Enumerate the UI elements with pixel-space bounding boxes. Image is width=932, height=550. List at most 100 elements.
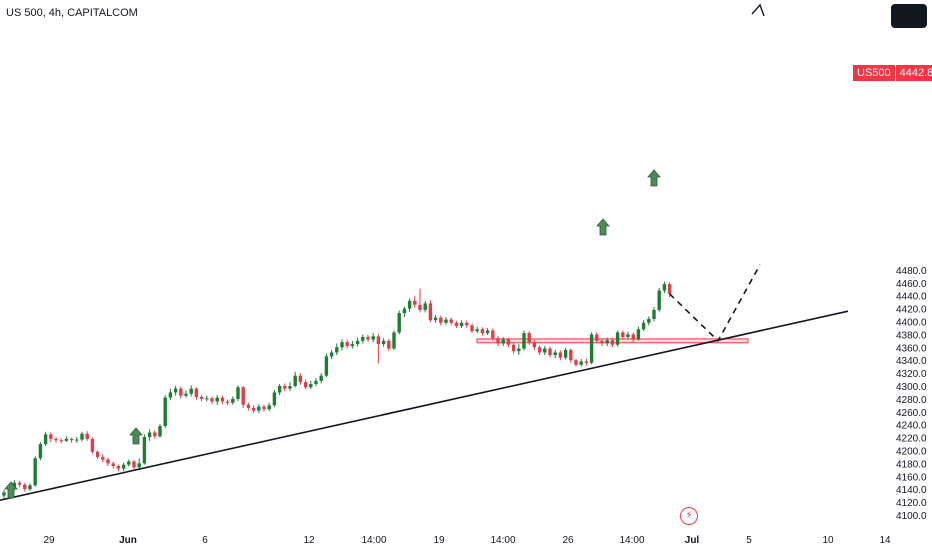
candle: [589, 332, 594, 365]
candle: [293, 371, 297, 388]
candle-body: [54, 438, 58, 441]
candle: [397, 310, 401, 335]
candle: [158, 424, 162, 438]
up-arrow-icon: [129, 427, 143, 445]
candle: [376, 334, 381, 364]
candle: [449, 317, 453, 326]
candle: [106, 457, 110, 466]
candle-body: [17, 482, 22, 485]
candle: [621, 330, 625, 340]
candle-body: [532, 342, 537, 348]
candle: [610, 338, 615, 348]
candle-body: [340, 342, 344, 348]
x-tick-label: 14:00: [490, 535, 515, 546]
candle-body: [418, 304, 422, 310]
candle-body: [277, 386, 282, 393]
candle-body: [621, 332, 625, 337]
x-tick-label: 14: [879, 535, 891, 546]
price-tag-value: 4442.8: [894, 65, 932, 81]
candle: [491, 328, 495, 341]
candle: [168, 388, 173, 401]
candle: [64, 436, 69, 443]
candle-body: [522, 333, 526, 349]
candle: [147, 429, 152, 441]
candle: [366, 335, 370, 343]
up-arrow-icon: [4, 481, 18, 499]
candle-body: [413, 300, 417, 305]
candle: [241, 386, 245, 408]
candle-body: [439, 317, 443, 323]
candle-body: [615, 332, 620, 345]
candle: [595, 332, 599, 344]
candle: [189, 385, 193, 397]
candle: [371, 333, 375, 343]
candle-body: [163, 397, 167, 426]
x-tick-label: 14:00: [619, 535, 644, 546]
menu-button[interactable]: [891, 4, 927, 28]
candle: [569, 348, 573, 363]
candle-body: [470, 325, 474, 332]
candle-body: [444, 319, 448, 323]
y-tick-label: 4400.0: [896, 318, 927, 329]
candle-body: [127, 461, 131, 465]
candle-body: [199, 396, 204, 399]
tradingview-logo-icon[interactable]: ⚡: [680, 507, 698, 525]
candle-body: [506, 339, 511, 345]
candle-body: [116, 465, 121, 469]
candle: [309, 380, 313, 390]
candle-body: [111, 463, 115, 466]
candle: [345, 339, 349, 349]
up-arrow-icon: [596, 218, 610, 236]
candle-body: [392, 332, 396, 349]
candle: [251, 405, 256, 414]
candle-body: [600, 340, 604, 344]
candle: [116, 464, 121, 472]
candle-body: [267, 405, 271, 410]
candle-body: [241, 387, 245, 405]
candle-body: [38, 444, 43, 459]
candle-body: [303, 382, 308, 388]
candle: [262, 404, 266, 412]
candle: [184, 390, 188, 398]
candle: [127, 459, 131, 467]
candle-body: [449, 319, 453, 323]
candle-body: [101, 456, 105, 460]
candle-body: [184, 393, 188, 396]
candle-body: [12, 482, 17, 488]
candle-body: [595, 334, 599, 341]
candle: [350, 340, 355, 349]
candle: [2, 489, 6, 499]
candle-body: [59, 440, 63, 442]
candle: [470, 323, 474, 334]
candle-body: [43, 434, 48, 445]
y-tick-label: 4120.0: [896, 498, 927, 509]
candle: [277, 384, 282, 396]
candle-body: [335, 347, 339, 353]
candle: [392, 330, 396, 350]
candle-body: [69, 438, 74, 441]
candle: [314, 378, 318, 386]
x-tick-label: 29: [43, 535, 55, 546]
candle-body: [137, 463, 141, 468]
candle: [220, 395, 225, 405]
candle: [215, 395, 219, 405]
y-tick-label: 4100.0: [896, 511, 927, 522]
candle: [652, 307, 656, 322]
y-tick-label: 4420.0: [896, 305, 927, 316]
candle-body: [553, 352, 557, 356]
candle-body: [491, 330, 495, 339]
candle: [205, 395, 209, 402]
candle-body: [85, 433, 89, 439]
y-tick-label: 4180.0: [896, 459, 927, 470]
candle-body: [257, 406, 261, 411]
candle: [641, 320, 646, 332]
candle-body: [33, 458, 37, 486]
candle: [95, 450, 100, 459]
candle: [387, 338, 391, 352]
candle-body: [173, 388, 178, 393]
candle: [59, 438, 63, 444]
candle: [101, 454, 105, 463]
candle-body: [179, 388, 183, 396]
